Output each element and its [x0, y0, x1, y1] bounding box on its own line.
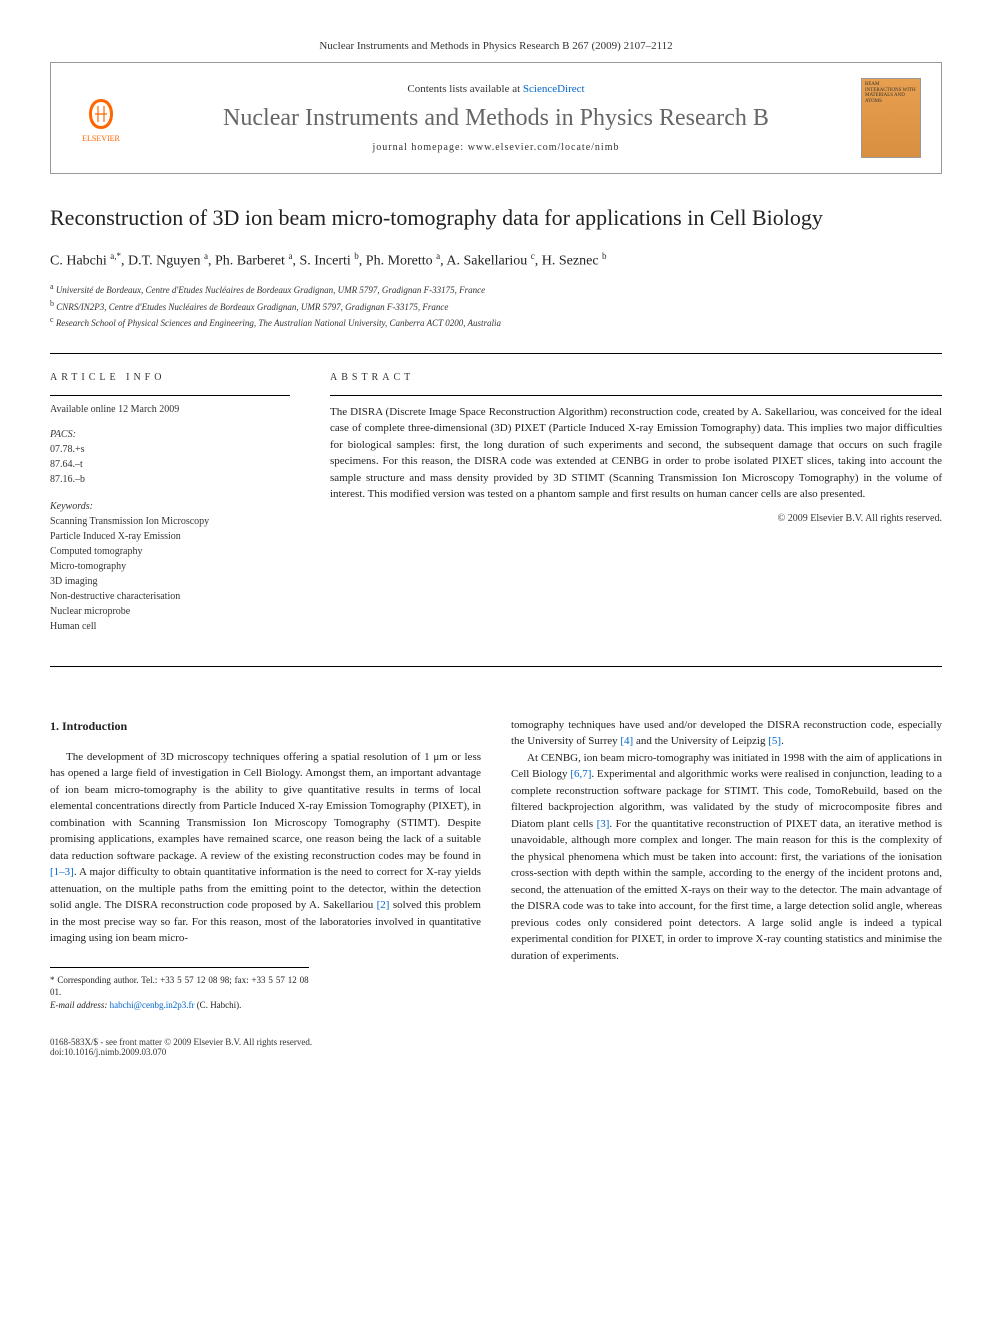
abstract-column: ABSTRACT The DISRA (Discrete Image Space…	[330, 372, 942, 648]
journal-name: Nuclear Instruments and Methods in Physi…	[151, 105, 841, 132]
body-column-left: 1. Introduction The development of 3D mi…	[50, 717, 481, 1012]
publisher-name: ELSEVIER	[82, 134, 120, 143]
abstract-text: The DISRA (Discrete Image Space Reconstr…	[330, 404, 942, 503]
body-paragraph: The development of 3D microscopy techniq…	[50, 749, 481, 947]
article-info-label: ARTICLE INFO	[50, 372, 290, 383]
article-info-column: ARTICLE INFO Available online 12 March 2…	[50, 372, 290, 648]
body-columns: 1. Introduction The development of 3D mi…	[50, 717, 942, 1012]
pacs-label: PACS:	[50, 429, 290, 440]
bottom-copyright: 0168-583X/$ - see front matter © 2009 El…	[50, 1037, 312, 1047]
bottom-line: 0168-583X/$ - see front matter © 2009 El…	[50, 1037, 942, 1057]
footnote-email-suffix: (C. Habchi).	[194, 1000, 241, 1010]
homepage-line: journal homepage: www.elsevier.com/locat…	[151, 142, 841, 153]
contents-line: Contents lists available at ScienceDirec…	[151, 83, 841, 95]
body-paragraph: tomography techniques have used and/or d…	[511, 717, 942, 750]
section-1-heading: 1. Introduction	[50, 717, 481, 735]
journal-cover-thumb: BEAM INTERACTIONS WITH MATERIALS AND ATO…	[861, 78, 921, 158]
footnote-block: * Corresponding author. Tel.: +33 5 57 1…	[50, 967, 309, 1012]
bottom-left-block: 0168-583X/$ - see front matter © 2009 El…	[50, 1037, 312, 1057]
authors: C. Habchi a,*, D.T. Nguyen a, Ph. Barber…	[50, 251, 942, 270]
info-abstract-row: ARTICLE INFO Available online 12 March 2…	[50, 354, 942, 666]
body-column-right: tomography techniques have used and/or d…	[511, 717, 942, 1012]
elsevier-logo: ELSEVIER	[71, 88, 131, 148]
abstract-divider	[330, 395, 942, 396]
footnote-email-label: E-mail address:	[50, 1000, 110, 1010]
abstract-label: ABSTRACT	[330, 372, 942, 383]
footnote-corresponding: * Corresponding author. Tel.: +33 5 57 1…	[50, 974, 309, 999]
header-center: Contents lists available at ScienceDirec…	[131, 83, 861, 153]
available-online: Available online 12 March 2009	[50, 404, 290, 415]
divider-bottom	[50, 666, 942, 667]
abstract-copyright: © 2009 Elsevier B.V. All rights reserved…	[330, 513, 942, 524]
sciencedirect-link[interactable]: ScienceDirect	[523, 83, 585, 95]
keywords-label: Keywords:	[50, 501, 290, 512]
contents-prefix: Contents lists available at	[407, 83, 522, 95]
header-box: ELSEVIER Contents lists available at Sci…	[50, 62, 942, 174]
keywords-list: Scanning Transmission Ion MicroscopyPart…	[50, 514, 290, 634]
footnote-email[interactable]: habchi@cenbg.in2p3.fr	[110, 1000, 195, 1010]
pacs-list: 07.78.+s87.64.–t87.16.–b	[50, 442, 290, 487]
journal-header: Nuclear Instruments and Methods in Physi…	[50, 40, 942, 52]
footnote-email-line: E-mail address: habchi@cenbg.in2p3.fr (C…	[50, 999, 309, 1012]
info-divider-1	[50, 395, 290, 396]
body-paragraph: At CENBG, ion beam micro-tomography was …	[511, 750, 942, 965]
affiliations: a Université de Bordeaux, Centre d'Etude…	[50, 281, 942, 331]
bottom-doi: doi:10.1016/j.nimb.2009.03.070	[50, 1047, 312, 1057]
article-title: Reconstruction of 3D ion beam micro-tomo…	[50, 204, 942, 233]
